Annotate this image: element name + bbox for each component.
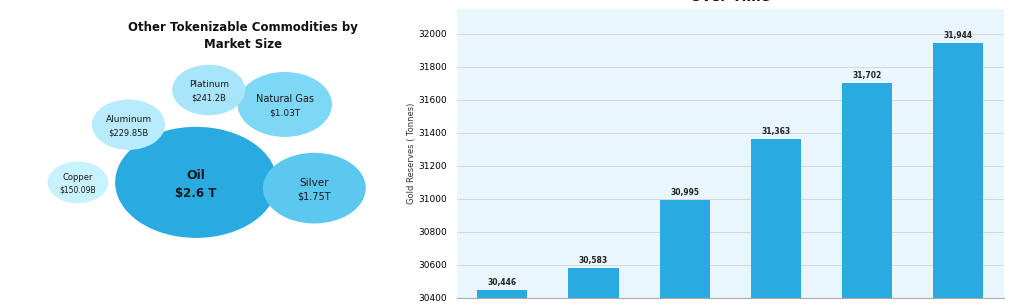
Text: $229.85B: $229.85B [109, 128, 148, 137]
Text: 30,446: 30,446 [487, 278, 517, 287]
Text: Other Tokenizable Commodities by
Market Size: Other Tokenizable Commodities by Market … [128, 21, 357, 51]
Text: Silver: Silver [300, 178, 329, 188]
Text: 30,583: 30,583 [579, 256, 608, 265]
Circle shape [48, 162, 108, 203]
Bar [568, 268, 618, 307]
Text: Oil: Oil [186, 169, 206, 182]
Text: Natural Gas: Natural Gas [256, 94, 313, 104]
Text: 31,944: 31,944 [943, 31, 973, 40]
Circle shape [264, 154, 366, 223]
Circle shape [239, 73, 332, 136]
Y-axis label: Gold Reserves ( Tonnes): Gold Reserves ( Tonnes) [407, 103, 416, 204]
Bar [477, 290, 527, 307]
Bar [659, 200, 710, 307]
Circle shape [116, 127, 276, 237]
Text: $1.03T: $1.03T [269, 108, 300, 117]
Bar [842, 83, 892, 307]
Bar [933, 43, 983, 307]
Title: Central Bank Gold Holdings
Over Time: Central Bank Gold Holdings Over Time [623, 0, 838, 4]
Text: 31,702: 31,702 [852, 71, 882, 80]
Text: 31,363: 31,363 [761, 127, 791, 136]
Text: $241.2B: $241.2B [191, 94, 226, 103]
Bar [751, 139, 801, 307]
Text: 30,995: 30,995 [670, 188, 699, 197]
Text: Platinum: Platinum [188, 80, 228, 89]
Text: Copper: Copper [62, 173, 93, 182]
Circle shape [92, 100, 165, 149]
Text: $2.6 T: $2.6 T [175, 187, 217, 200]
Text: $1.75T: $1.75T [298, 191, 331, 201]
Text: $150.09B: $150.09B [59, 186, 96, 195]
Circle shape [173, 65, 245, 115]
Text: Aluminum: Aluminum [105, 115, 152, 124]
